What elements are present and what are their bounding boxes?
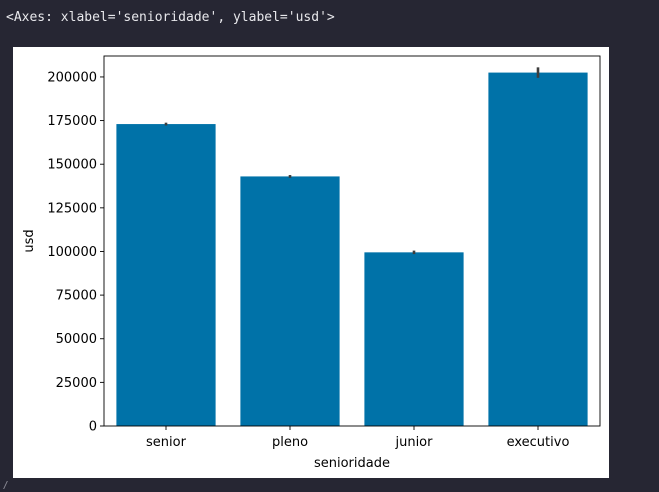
bar-executivo <box>488 72 588 426</box>
y-tick-label: 175000 <box>47 114 97 129</box>
y-tick-label: 200000 <box>47 70 97 85</box>
x-axis-ticks: senior pleno junior executivo <box>146 426 569 450</box>
bar-pleno <box>240 176 340 426</box>
bar-chart: 0 25000 50000 75000 100000 125000 150000 175000… <box>22 55 601 471</box>
x-tick-label-executivo: executivo <box>507 435 570 450</box>
resize-handle-icon <box>3 481 13 489</box>
y-axis-label: usd <box>22 229 37 252</box>
x-tick-label-junior: junior <box>394 435 433 450</box>
x-tick-label-pleno: pleno <box>272 435 308 450</box>
y-tick-label: 50000 <box>56 332 97 347</box>
bar-senior <box>116 124 216 426</box>
x-axis-label: senioridade <box>314 456 390 471</box>
y-tick-label: 25000 <box>56 376 97 391</box>
x-tick-label-senior: senior <box>146 435 187 450</box>
y-tick-label: 0 <box>89 420 97 435</box>
y-tick-label: 75000 <box>56 289 97 304</box>
axes-frame <box>103 55 601 427</box>
plot-panel: 0 25000 50000 75000 100000 125000 150000 175000… <box>13 47 609 478</box>
y-tick-label: 125000 <box>47 201 97 216</box>
bars-group <box>116 72 588 426</box>
error-bars-group <box>164 67 540 255</box>
bar-junior <box>364 252 464 426</box>
y-tick-label: 150000 <box>47 158 97 173</box>
y-tick-label: 100000 <box>47 245 97 260</box>
y-axis-ticks: 0 25000 50000 75000 100000 125000 150000 175000… <box>47 70 104 435</box>
output-repr-text: <Axes: xlabel='senioridade', ylabel='usd… <box>6 10 335 25</box>
